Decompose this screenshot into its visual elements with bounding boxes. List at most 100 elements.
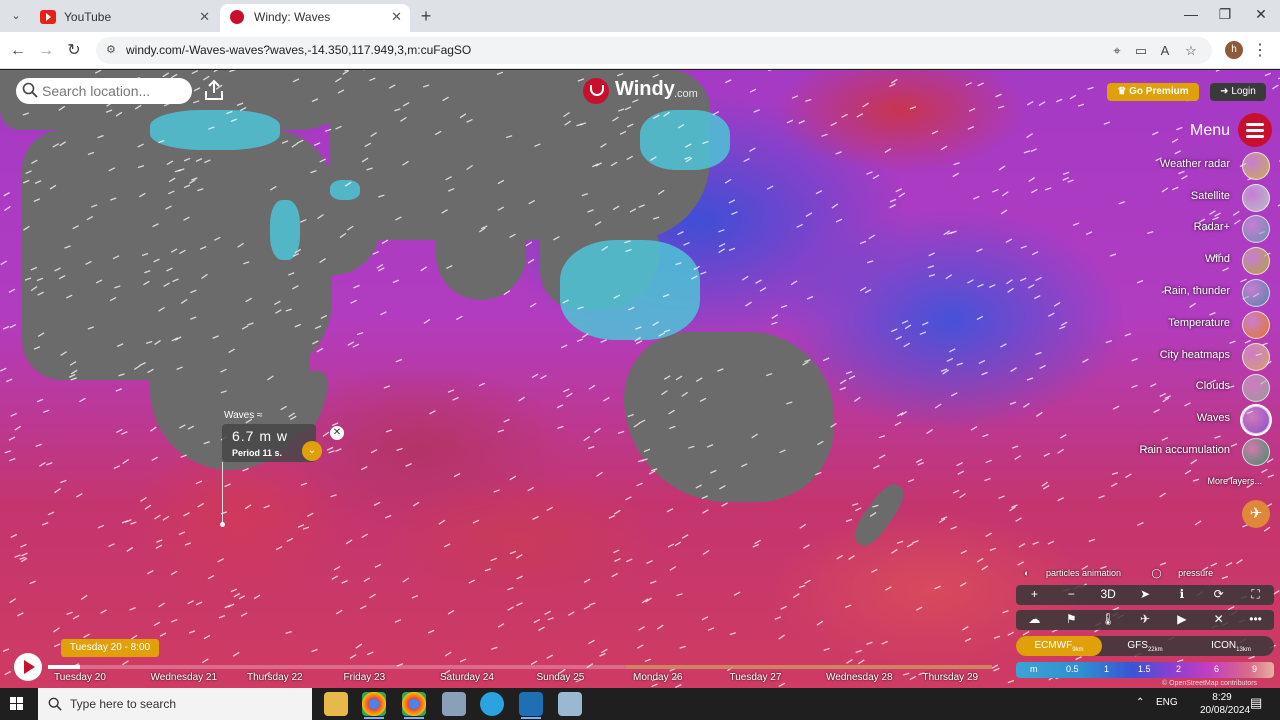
timeline-day[interactable]: Wednesday 21 <box>150 672 218 683</box>
search-location-box[interactable]: Search location... <box>16 78 192 104</box>
overlay-tool-2-icon[interactable]: 🌡 <box>1100 612 1116 626</box>
wave-popup[interactable]: 6.7 m w Period 11 s. <box>222 424 316 462</box>
cast-icon[interactable]: ▭ <box>1134 43 1148 58</box>
language-indicator[interactable]: ENG <box>1156 697 1178 708</box>
address-bar[interactable]: ⚙ windy.com/-Waves-waves?waves,-14.350,1… <box>96 37 1212 64</box>
layer-item-rain-thunder[interactable]: Rain, thunder <box>1070 279 1270 307</box>
wave-particle <box>4 670 12 676</box>
more-layers-link[interactable]: More layers... <box>1207 476 1262 486</box>
restore-icon[interactable]: ❐ <box>1218 6 1232 22</box>
model-ecmwf[interactable]: ECMWF9km <box>1016 636 1102 656</box>
layer-item-clouds[interactable]: Clouds <box>1070 374 1270 402</box>
browser-menu-icon[interactable]: ⋮ <box>1252 42 1268 59</box>
timeline-day[interactable]: Monday 26 <box>633 672 683 683</box>
timeline-day[interactable]: Thursday 29 <box>922 672 979 683</box>
taskbar-search-input[interactable]: Type here to search <box>70 697 177 711</box>
airplane-icon[interactable]: ✈ <box>1242 500 1270 528</box>
map-tool-4-icon[interactable]: ℹ <box>1179 587 1185 601</box>
timeline-day[interactable]: Thursday 22 <box>247 672 303 683</box>
chrome-icon[interactable] <box>362 692 386 719</box>
map-tool-3-icon[interactable]: ➤ <box>1139 587 1151 601</box>
timeline-day[interactable]: Tuesday 20 <box>54 672 106 683</box>
timeline-day[interactable]: Saturday 24 <box>440 672 494 683</box>
close-tab-icon[interactable]: ✕ <box>199 9 210 24</box>
wave-particle <box>540 374 547 380</box>
minimize-icon[interactable]: — <box>1184 6 1198 22</box>
overlay-tool-3-icon[interactable]: ✈ <box>1139 612 1151 626</box>
wave-particle <box>69 361 77 366</box>
map-tool-5-icon[interactable]: ⟳ <box>1213 587 1224 601</box>
chrome-profile-icon[interactable] <box>402 692 426 719</box>
menu-label[interactable]: Menu <box>1190 122 1231 139</box>
overlay-tool-4-icon[interactable]: ▶ <box>1177 612 1187 626</box>
layer-thumbnail-icon <box>1242 279 1270 307</box>
bookmark-star-icon[interactable]: ☆ <box>1185 43 1197 58</box>
forward-icon[interactable]: → <box>38 42 54 59</box>
layer-item-satellite[interactable]: Satellite <box>1070 184 1270 212</box>
translate-icon[interactable]: A <box>1160 43 1170 58</box>
map-tool-2-icon[interactable]: 3D <box>1100 587 1116 601</box>
app-icon[interactable] <box>442 692 466 716</box>
layer-item-city-heatmaps[interactable]: City heatmaps <box>1070 343 1270 371</box>
layer-item-weather-radar[interactable]: Weather radar <box>1070 152 1270 180</box>
profile-avatar[interactable]: h <box>1225 41 1243 59</box>
layer-item-rain-accumulation[interactable]: Rain accumulation <box>1070 438 1270 466</box>
tab-youtube[interactable]: YouTube ✕ <box>30 4 218 32</box>
login-button[interactable]: ➜ Login <box>1210 83 1266 101</box>
windows-start-icon[interactable] <box>10 697 24 711</box>
pressure-toggle[interactable]: ◯ pressure <box>1152 568 1228 578</box>
close-tab-icon[interactable]: ✕ <box>391 9 402 24</box>
close-popup-icon[interactable]: ✕ <box>330 426 344 440</box>
map-tool-6-icon[interactable]: ⛶ <box>1251 587 1260 601</box>
chevron-down-icon[interactable]: ⌄ <box>302 441 322 461</box>
site-info-icon[interactable]: ⚙ <box>106 44 116 56</box>
tab-search-chevron-icon[interactable]: ⌄ <box>11 10 21 22</box>
layer-item-temperature[interactable]: Temperature <box>1070 311 1270 339</box>
overlay-tool-6-icon[interactable]: ••• <box>1249 612 1262 626</box>
app-blue-icon[interactable] <box>519 692 543 719</box>
taskbar-search-box[interactable]: Type here to search <box>38 688 312 720</box>
file-explorer-icon[interactable] <box>324 692 348 716</box>
timeline-day[interactable]: Sunday 25 <box>536 672 585 683</box>
search-input[interactable]: Search location... <box>42 83 151 99</box>
weather-map[interactable]: Search location... Windy .com ♛ Go Premi… <box>0 70 1280 688</box>
tab-windy[interactable]: Windy: Waves ✕ <box>220 4 410 32</box>
model-icon[interactable]: ICON13km <box>1188 636 1274 656</box>
layer-item-wind[interactable]: Wind <box>1070 247 1270 275</box>
app-window-icon[interactable] <box>558 692 582 716</box>
overlay-tool-0-icon[interactable]: ☁ <box>1028 612 1041 626</box>
notifications-icon[interactable]: ▤ <box>1250 695 1263 710</box>
share-icon[interactable] <box>203 79 225 101</box>
layer-item-radar-[interactable]: Radar+ <box>1070 215 1270 243</box>
current-time-bubble[interactable]: Tuesday 20 - 8:00 <box>61 639 159 657</box>
timeline-day[interactable]: Wednesday 28 <box>826 672 893 683</box>
close-window-icon[interactable]: ✕ <box>1255 6 1267 22</box>
legend-unit[interactable]: m <box>1030 664 1038 674</box>
map-tool-0-icon[interactable]: + <box>1030 587 1038 601</box>
new-tab-icon[interactable]: + <box>420 6 432 26</box>
overlay-tool-5-icon[interactable]: ✕ <box>1213 612 1224 626</box>
go-premium-button[interactable]: ♛ Go Premium <box>1107 83 1199 101</box>
layer-item-waves[interactable]: Waves <box>1070 406 1270 434</box>
location-icon[interactable]: ⌖ <box>1113 43 1121 58</box>
map-tool-1-icon[interactable]: − <box>1067 587 1075 601</box>
timeline-track[interactable] <box>48 665 992 669</box>
wave-particle <box>1081 565 1089 571</box>
particles-animation-toggle[interactable]: ◐ particles animation <box>1024 568 1135 578</box>
telegram-icon[interactable] <box>480 692 504 716</box>
timeline-day[interactable]: Friday 23 <box>343 672 386 683</box>
reload-icon[interactable]: ↻ <box>67 42 81 59</box>
search-icon <box>48 697 62 711</box>
model-gfs[interactable]: GFS22km <box>1102 636 1188 656</box>
wave-particle <box>459 658 467 663</box>
timeline-day[interactable]: Tuesday 27 <box>729 672 782 683</box>
overlay-tool-1-icon[interactable]: ⚑ <box>1065 612 1077 626</box>
play-button[interactable] <box>14 653 42 681</box>
windy-logo[interactable]: Windy .com <box>583 76 713 106</box>
clock[interactable]: 8:29 20/08/2024 <box>1200 691 1250 717</box>
menu-hamburger-icon[interactable] <box>1238 113 1272 147</box>
back-icon[interactable]: ← <box>10 42 26 59</box>
layer-label: Rain accumulation <box>1139 444 1231 456</box>
tray-chevron-icon[interactable]: ⌃ <box>1136 697 1145 708</box>
attribution[interactable]: © OpenStreetMap contributors <box>1162 680 1258 687</box>
